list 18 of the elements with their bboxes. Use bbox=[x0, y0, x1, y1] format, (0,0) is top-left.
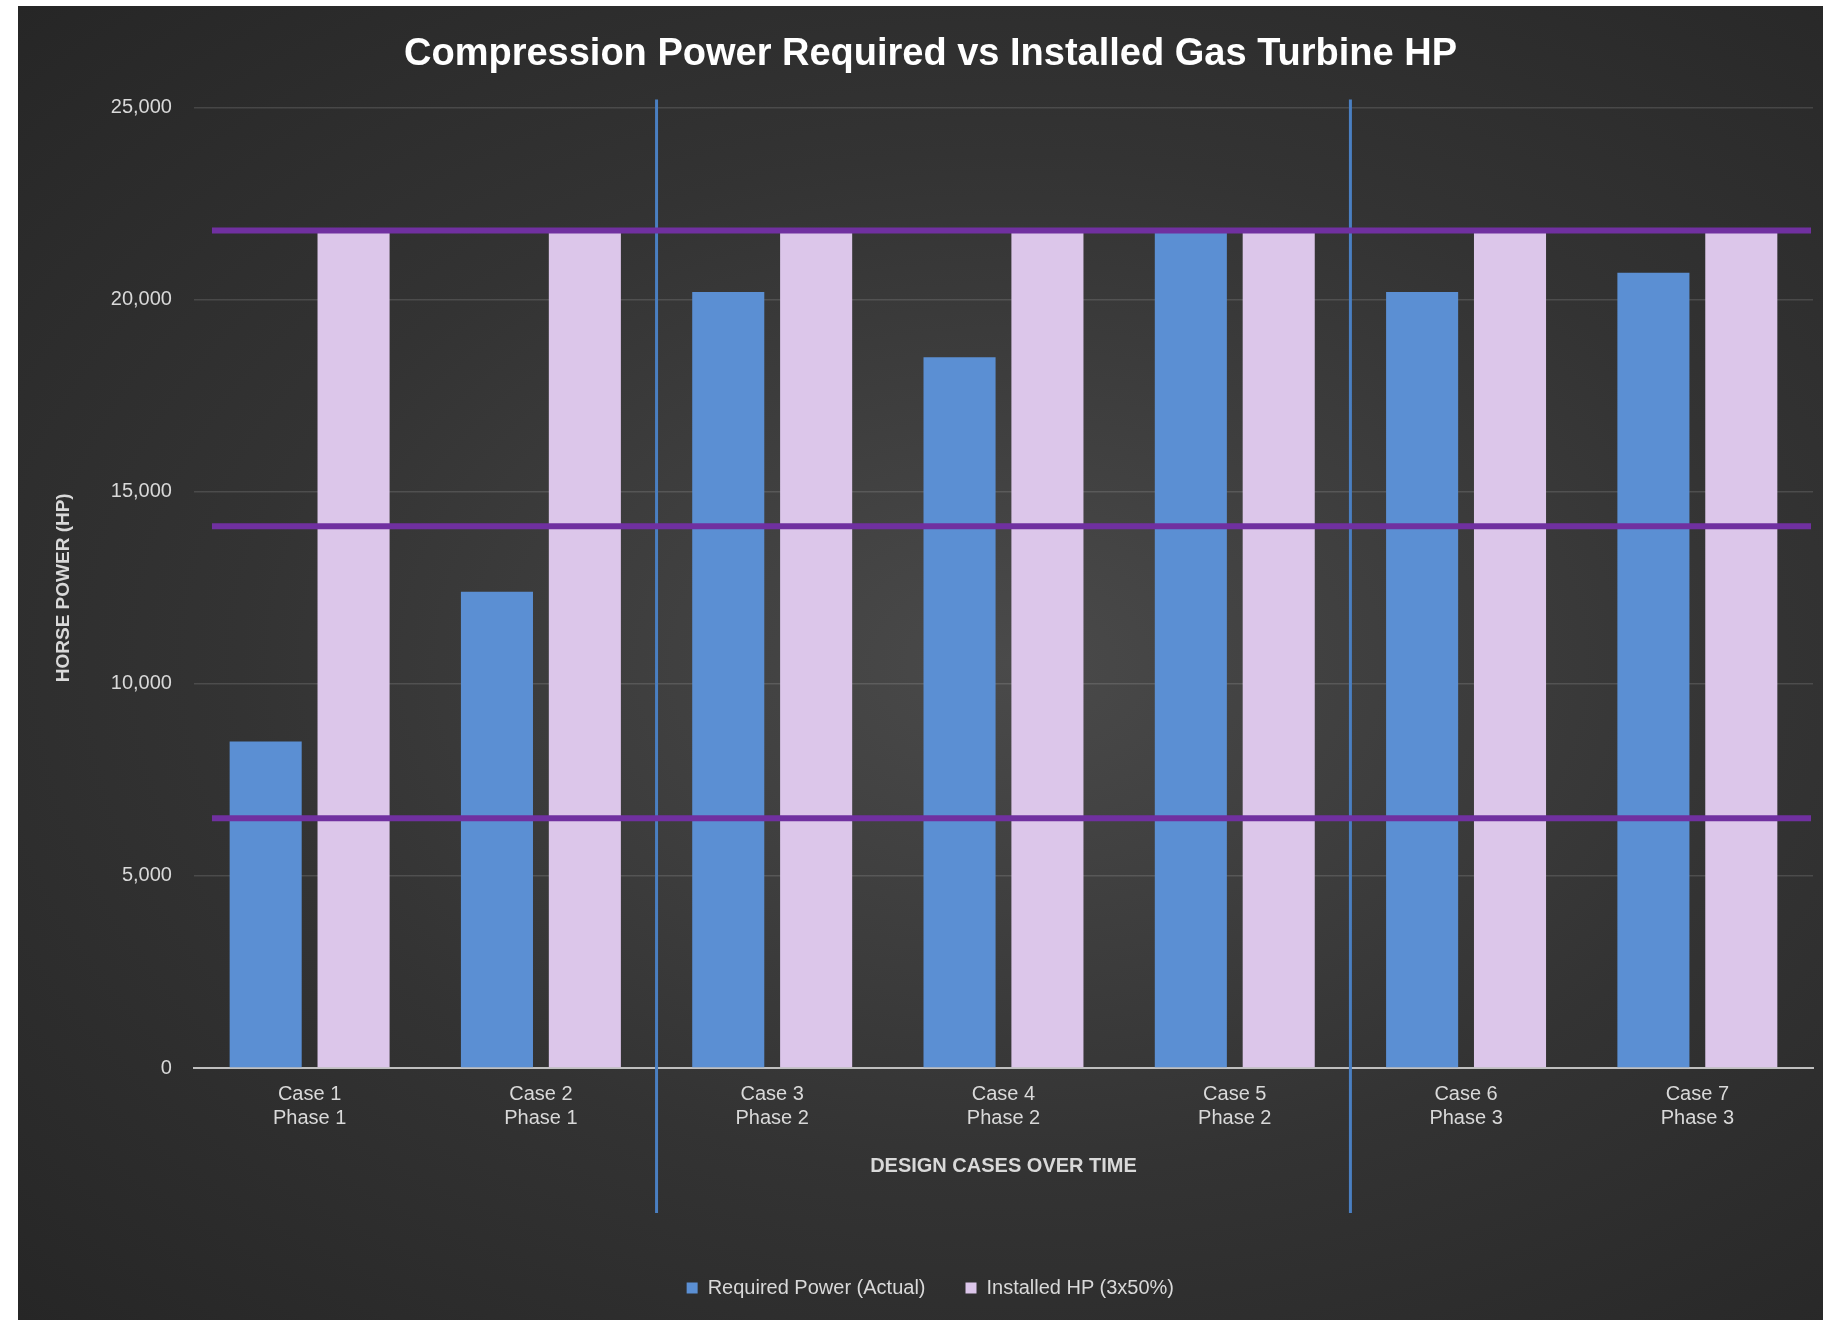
y-tick-label: 20,000 bbox=[110, 287, 172, 310]
y-tick-label: 10,000 bbox=[110, 671, 172, 694]
y-tick-label: 5,000 bbox=[121, 863, 172, 886]
x-tick-label: Case 3 Phase 2 bbox=[735, 1081, 809, 1128]
x-axis-title: DESIGN CASES OVER TIME bbox=[870, 1153, 1137, 1176]
chart-title: Compression Power Required vs Installed Gas Turbine HP bbox=[404, 31, 1457, 74]
legend-label: Required Power (Actual) bbox=[707, 1275, 926, 1298]
x-tick-label: Case 7 Phase 3 bbox=[1660, 1081, 1735, 1128]
x-tick-label: Case 2 Phase 1 bbox=[504, 1081, 578, 1128]
y-tick-label: 0 bbox=[160, 1055, 172, 1078]
y-tick-label: 15,000 bbox=[110, 479, 172, 502]
x-tick-label: Case 6 Phase 3 bbox=[1429, 1081, 1503, 1128]
y-tick-label: 25,000 bbox=[110, 95, 172, 118]
y-axis-title: HORSE POWER (HP) bbox=[51, 493, 73, 683]
x-tick-label: Case 1 Phase 1 bbox=[272, 1081, 347, 1128]
x-tick-label: Case 4 Phase 2 bbox=[966, 1081, 1041, 1128]
legend-label: Installed HP (3x50%) bbox=[986, 1275, 1174, 1298]
x-tick-label: Case 5 Phase 2 bbox=[1198, 1081, 1272, 1128]
